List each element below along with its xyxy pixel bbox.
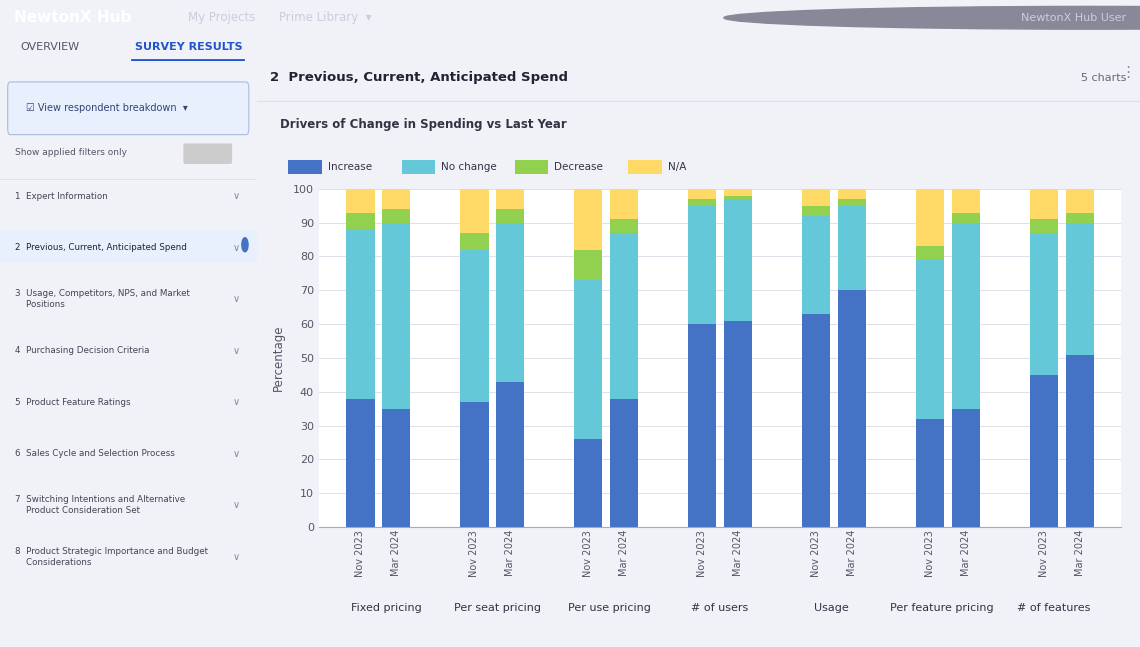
Bar <box>1029 375 1058 527</box>
Circle shape <box>242 237 249 252</box>
Text: ∨: ∨ <box>233 345 239 356</box>
Bar <box>687 324 716 527</box>
Bar <box>382 223 410 409</box>
Bar <box>724 321 752 527</box>
Bar <box>838 189 866 199</box>
Bar <box>610 399 638 527</box>
Bar <box>952 223 980 409</box>
Text: 5 charts: 5 charts <box>1082 72 1126 83</box>
Text: ∨: ∨ <box>233 500 239 510</box>
Bar <box>382 409 410 527</box>
Text: N/A: N/A <box>668 162 686 172</box>
Text: No change: No change <box>441 162 497 172</box>
Text: 2  Previous, Current, Anticipated Spend: 2 Previous, Current, Anticipated Spend <box>270 71 568 84</box>
Bar <box>687 189 716 199</box>
Bar <box>1029 189 1058 219</box>
Text: ∨: ∨ <box>233 243 239 253</box>
Bar <box>801 314 830 527</box>
Bar <box>952 409 980 527</box>
Text: 8  Product Strategic Importance and Budget
    Considerations: 8 Product Strategic Importance and Budge… <box>16 547 209 567</box>
Bar <box>345 399 375 527</box>
Bar <box>496 382 524 527</box>
Bar <box>496 189 524 209</box>
Bar <box>345 189 375 212</box>
Bar <box>1066 223 1094 355</box>
Bar <box>0 230 256 262</box>
Bar <box>801 216 830 314</box>
Text: 4  Purchasing Decision Criteria: 4 Purchasing Decision Criteria <box>16 346 149 355</box>
Bar <box>288 160 321 174</box>
Text: Prime Library  ▾: Prime Library ▾ <box>279 11 372 25</box>
Bar <box>915 247 944 260</box>
Text: 2  Previous, Current, Anticipated Spend: 2 Previous, Current, Anticipated Spend <box>16 243 187 252</box>
Bar <box>915 189 944 247</box>
Bar <box>801 189 830 206</box>
Text: NewtonX Hub User: NewtonX Hub User <box>1021 13 1126 23</box>
Bar <box>459 189 489 233</box>
Bar <box>345 212 375 230</box>
Bar <box>610 219 638 233</box>
Bar <box>573 439 602 527</box>
Bar <box>838 199 866 206</box>
Bar <box>459 233 489 250</box>
Bar <box>610 189 638 219</box>
Bar <box>1066 189 1094 212</box>
Text: SURVEY RESULTS: SURVEY RESULTS <box>135 42 242 52</box>
Bar <box>724 199 752 321</box>
Text: ∨: ∨ <box>233 449 239 459</box>
Text: My Projects: My Projects <box>188 11 255 25</box>
Text: ⋮: ⋮ <box>1121 65 1135 80</box>
Text: ∨: ∨ <box>233 294 239 304</box>
FancyBboxPatch shape <box>184 144 233 164</box>
Bar <box>687 199 716 206</box>
Bar <box>838 206 866 291</box>
Bar <box>573 250 602 280</box>
Bar <box>496 223 524 382</box>
Bar <box>838 291 866 527</box>
Text: OVERVIEW: OVERVIEW <box>21 42 80 52</box>
Bar <box>401 160 434 174</box>
Y-axis label: Percentage: Percentage <box>271 325 285 391</box>
Bar <box>1066 355 1094 527</box>
Bar <box>573 280 602 439</box>
Text: ☑ View respondent breakdown  ▾: ☑ View respondent breakdown ▾ <box>26 104 187 113</box>
Bar <box>610 233 638 399</box>
Circle shape <box>724 6 1140 29</box>
Text: NewtonX Hub: NewtonX Hub <box>14 10 131 25</box>
Bar <box>573 189 602 250</box>
Bar <box>382 209 410 223</box>
Text: 1  Expert Information: 1 Expert Information <box>16 192 108 201</box>
Text: Show applied filters only: Show applied filters only <box>16 148 128 157</box>
Bar <box>915 260 944 419</box>
Text: 3  Usage, Competitors, NPS, and Market
    Positions: 3 Usage, Competitors, NPS, and Market Po… <box>16 289 190 309</box>
Text: ∨: ∨ <box>233 191 239 201</box>
Bar <box>1066 212 1094 223</box>
Text: Decrease: Decrease <box>554 162 603 172</box>
Bar <box>952 189 980 212</box>
Bar <box>724 189 752 195</box>
Text: Drivers of Change in Spending vs Last Year: Drivers of Change in Spending vs Last Ye… <box>279 118 567 131</box>
Bar <box>628 160 661 174</box>
Bar <box>952 212 980 223</box>
Bar <box>724 195 752 199</box>
Text: Increase: Increase <box>327 162 372 172</box>
Bar <box>382 189 410 209</box>
Bar <box>687 206 716 324</box>
Bar <box>459 402 489 527</box>
Bar <box>515 160 548 174</box>
Bar <box>345 230 375 399</box>
Bar <box>496 209 524 223</box>
Bar <box>1029 233 1058 375</box>
Bar <box>459 250 489 402</box>
Text: ∨: ∨ <box>233 397 239 407</box>
Text: 5  Product Feature Ratings: 5 Product Feature Ratings <box>16 398 131 407</box>
Text: 7  Switching Intentions and Alternative
    Product Consideration Set: 7 Switching Intentions and Alternative P… <box>16 495 186 516</box>
Bar <box>1029 219 1058 233</box>
FancyBboxPatch shape <box>8 82 249 135</box>
Bar <box>915 419 944 527</box>
Text: ∨: ∨ <box>233 552 239 562</box>
Text: 6  Sales Cycle and Selection Process: 6 Sales Cycle and Selection Process <box>16 449 176 458</box>
Bar <box>801 206 830 216</box>
